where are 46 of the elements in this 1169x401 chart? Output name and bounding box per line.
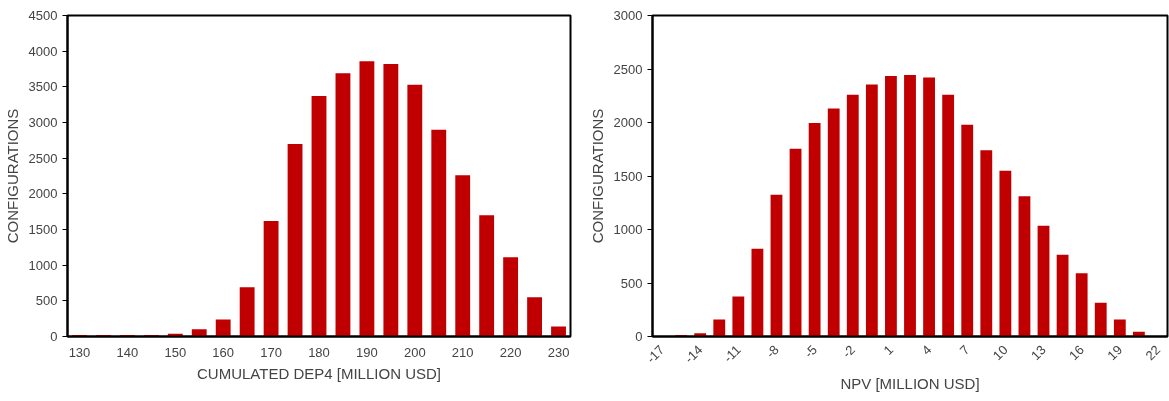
y-tick-label: 2000 xyxy=(613,115,643,130)
y-tick-label: 500 xyxy=(35,293,58,309)
x-tick-label: 160 xyxy=(212,344,235,360)
x-tick-label: 230 xyxy=(547,344,570,360)
y-tick-label: 0 xyxy=(50,329,58,344)
x-tick-label: -14 xyxy=(681,342,706,367)
x-axis-title: CUMULATED DEP4 [MILLION USD] xyxy=(197,364,441,382)
x-tick-label: 180 xyxy=(308,344,330,360)
y-tick-label: 4000 xyxy=(28,43,58,59)
x-tick-label: -2 xyxy=(839,342,859,361)
y-tick-label: 1500 xyxy=(613,168,643,184)
x-axis-title: NPV [MILLION USD] xyxy=(840,375,980,393)
y-tick-label: 3000 xyxy=(613,8,643,23)
y-axis-title: CONFIGURATIONS xyxy=(3,108,21,244)
x-tick-label: -8 xyxy=(763,342,782,361)
x-tick-label: 150 xyxy=(164,344,187,360)
x-tick-label: 170 xyxy=(260,344,282,360)
x-tick-label: 190 xyxy=(356,344,378,360)
y-tick-label: 4500 xyxy=(28,8,58,23)
y-axis-title: CONFIGURATIONS xyxy=(588,108,606,244)
y-tick-label: 2500 xyxy=(28,150,58,166)
x-tick-label: 19 xyxy=(1104,342,1126,364)
x-tick-label: 4 xyxy=(918,342,935,358)
x-tick-label: 140 xyxy=(116,344,139,360)
x-tick-label: -17 xyxy=(643,342,668,367)
y-tick-label: 2500 xyxy=(613,61,643,77)
x-tick-label: 1 xyxy=(880,342,897,358)
x-tick-label: 16 xyxy=(1066,342,1087,364)
y-tick-label: 1500 xyxy=(28,222,58,237)
y-tick-label: 1000 xyxy=(28,257,58,273)
x-tick-label: 210 xyxy=(451,344,474,360)
x-tick-label: 200 xyxy=(403,344,426,360)
x-tick-label: -11 xyxy=(720,342,744,366)
x-tick-label: 7 xyxy=(956,342,973,358)
y-tick-label: 3000 xyxy=(28,115,58,130)
x-tick-label: 130 xyxy=(68,344,91,360)
y-tick-label: 1000 xyxy=(613,222,643,237)
x-tick-label: -5 xyxy=(801,342,820,361)
y-tick-label: 0 xyxy=(635,329,643,344)
x-tick-label: 220 xyxy=(499,344,522,360)
x-tick-label: 10 xyxy=(989,342,1011,364)
x-tick-label: 13 xyxy=(1027,342,1049,364)
y-tick-label: 500 xyxy=(620,275,643,291)
x-tick-label: 22 xyxy=(1142,342,1164,364)
y-tick-label: 2000 xyxy=(28,186,58,202)
y-tick-label: 3500 xyxy=(28,79,58,95)
